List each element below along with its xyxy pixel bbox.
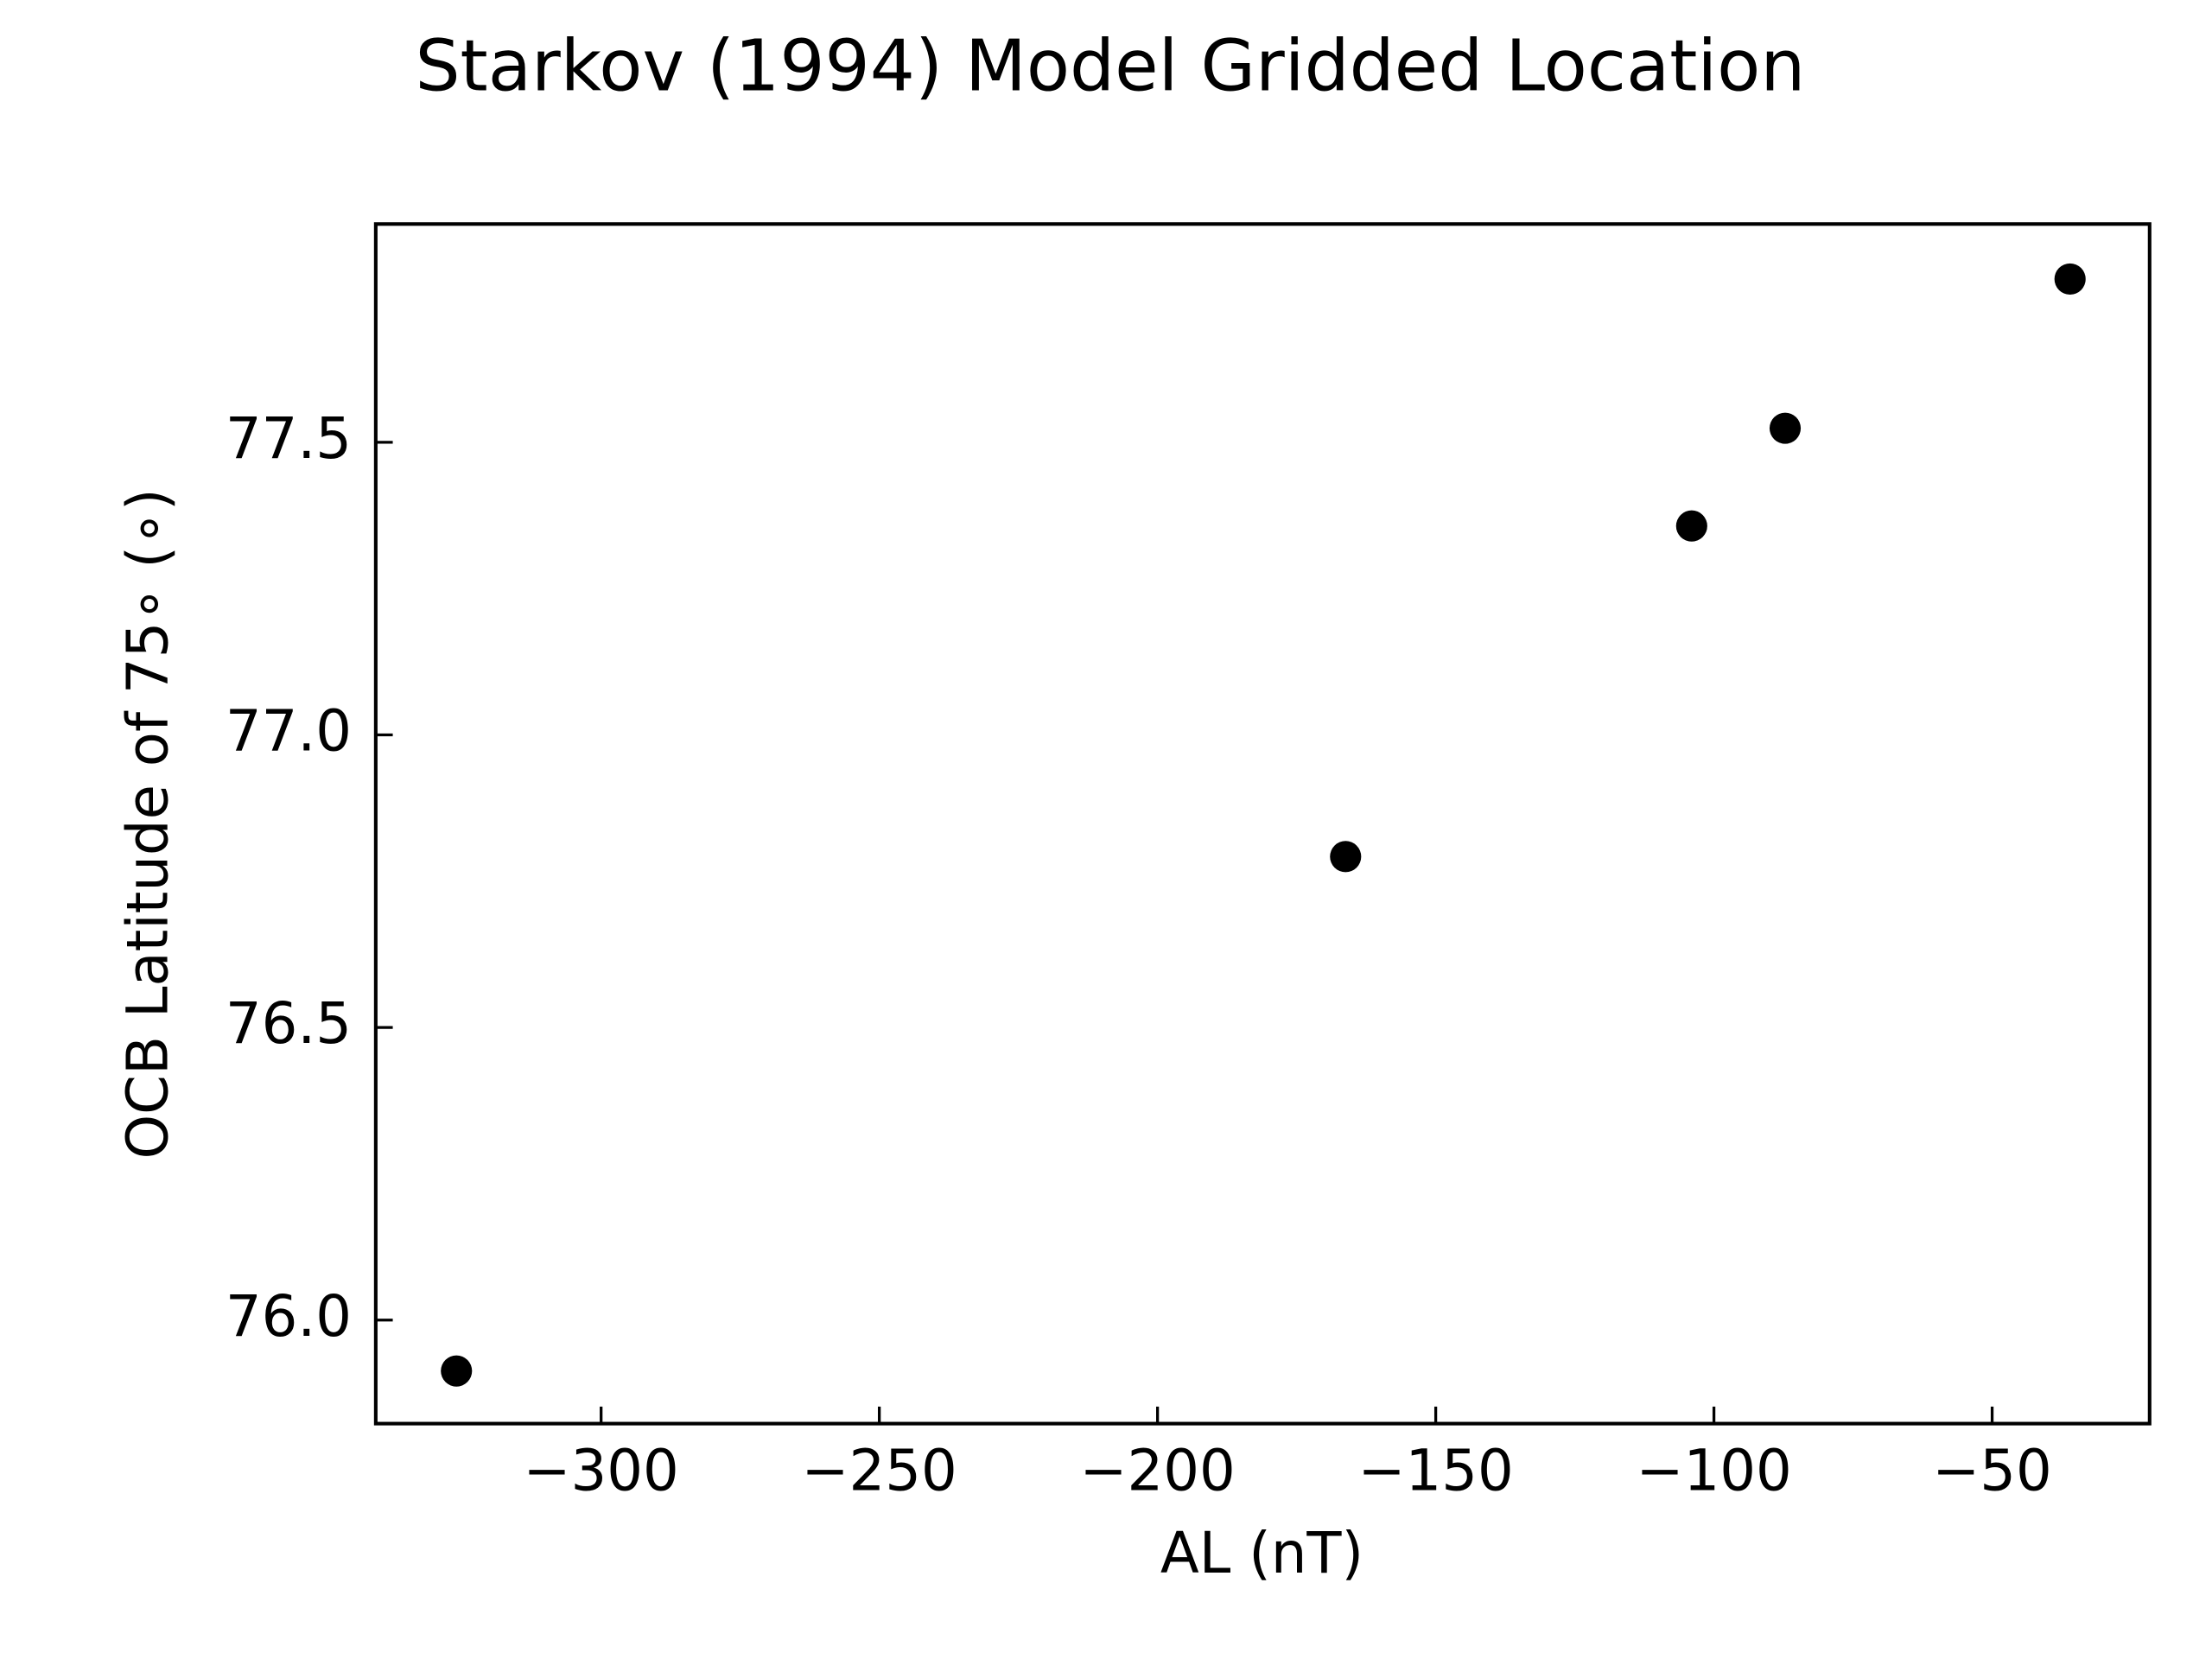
x-tick-label: −100 [1636,1439,1791,1504]
y-tick-label: 77.0 [226,699,352,765]
point [1330,841,1362,873]
chart-title: Starkov (1994) Model Gridded Location [415,26,1805,108]
x-axis-label: AL (nT) [1160,1521,1363,1586]
y-tick-label: 77.5 [226,406,352,472]
y-tick-label: 76.5 [226,991,352,1057]
y-axis-label: OCB Latitude of 75∘ (∘) [116,488,181,1159]
point [1675,510,1707,542]
x-tick-label: −200 [1080,1439,1236,1504]
point [441,1355,473,1387]
x-tick-label: −300 [524,1439,679,1504]
point [2054,263,2086,295]
point [1769,412,1802,444]
x-tick-label: −50 [1932,1439,2052,1504]
x-tick-label: −250 [802,1439,957,1504]
plot-frame [373,222,2152,1426]
x-tick-label: −150 [1357,1439,1513,1504]
y-tick-label: 76.0 [226,1284,352,1350]
